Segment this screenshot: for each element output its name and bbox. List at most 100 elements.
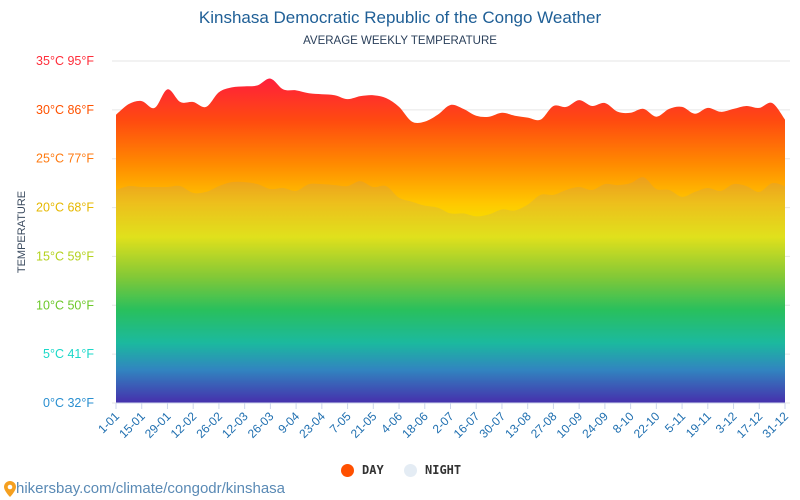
day-point	[719, 110, 722, 113]
day-point	[745, 104, 748, 107]
x-tick-label: 27-08	[528, 409, 560, 441]
day-point	[320, 93, 323, 96]
legend-item-day[interactable]: DAY	[341, 463, 384, 477]
night-point	[500, 208, 503, 211]
day-point	[398, 105, 401, 108]
y-tick-label: 20°C 68°F	[36, 201, 94, 215]
day-point	[192, 101, 195, 104]
x-tick-label: 31-12	[760, 409, 792, 441]
night-point	[346, 185, 349, 188]
night-point	[706, 187, 709, 190]
night-series-area	[116, 177, 785, 403]
day-legend-dot-icon	[341, 463, 354, 477]
x-tick-label: 15-01	[116, 409, 148, 441]
night-point	[513, 209, 516, 212]
day-point	[642, 107, 645, 110]
chart-title: Kinshasa Democratic Republic of the Cong…	[198, 8, 602, 27]
night-point	[462, 212, 465, 215]
day-point	[269, 77, 272, 80]
x-tick-label: 24-09	[579, 409, 611, 441]
x-tick-label: 22-10	[631, 409, 663, 441]
night-point	[552, 193, 555, 196]
day-point	[655, 115, 658, 118]
y-tick-label: 30°C 86°F	[36, 103, 94, 117]
day-point	[706, 106, 709, 109]
night-point	[526, 203, 529, 206]
y-tick-label: 15°C 59°F	[36, 249, 94, 263]
night-point	[307, 183, 310, 186]
night-point	[153, 186, 156, 189]
day-point	[693, 112, 696, 115]
source-link[interactable]: hikersbay.com/climate/congodr/kinshasa	[4, 480, 285, 497]
day-point	[449, 103, 452, 106]
day-point	[153, 106, 156, 109]
night-point	[205, 190, 208, 193]
night-point	[758, 190, 761, 193]
night-point	[166, 186, 169, 189]
night-point	[372, 186, 375, 189]
day-point	[526, 116, 529, 119]
day-point	[410, 120, 413, 123]
night-point	[642, 176, 645, 179]
day-point	[475, 114, 478, 117]
night-point	[192, 191, 195, 194]
night-point	[320, 183, 323, 186]
day-point	[784, 118, 787, 121]
night-point	[655, 188, 658, 191]
y-tick-label: 35°C 95°F	[36, 54, 94, 68]
x-tick-label: 12-03	[219, 409, 251, 441]
day-point	[603, 102, 606, 105]
night-point	[410, 200, 413, 203]
night-point	[398, 196, 401, 199]
day-point	[488, 115, 491, 118]
night-point	[449, 212, 452, 215]
x-tick-label: 10-09	[554, 409, 586, 441]
day-point	[629, 111, 632, 114]
night-point	[359, 180, 362, 183]
night-point	[681, 195, 684, 198]
y-tick-label: 25°C 77°F	[36, 152, 94, 166]
x-tick-label: 30-07	[476, 409, 508, 441]
day-point	[681, 105, 684, 108]
x-tick-label: 16-07	[451, 409, 483, 441]
day-point	[513, 114, 516, 117]
x-tick-label: 17-12	[734, 409, 766, 441]
night-point	[693, 190, 696, 193]
day-point	[359, 95, 362, 98]
day-point	[295, 89, 298, 92]
day-point	[436, 113, 439, 116]
day-point	[166, 88, 169, 91]
night-point	[629, 182, 632, 185]
day-point	[565, 105, 568, 108]
night-point	[256, 183, 259, 186]
day-point	[205, 105, 208, 108]
day-point	[758, 106, 761, 109]
x-tick-label: 26-02	[193, 409, 225, 441]
x-tick-label: 26-03	[245, 409, 277, 441]
night-point	[591, 188, 594, 191]
day-point	[539, 118, 542, 121]
night-point	[745, 185, 748, 188]
x-tick-label: 21-05	[348, 409, 380, 441]
night-point	[230, 181, 233, 184]
day-point	[307, 92, 310, 95]
source-url: hikersbay.com/climate/congodr/kinshasa	[16, 480, 286, 497]
night-point	[616, 184, 619, 187]
x-tick-label: 19-11	[683, 409, 714, 440]
night-point	[423, 204, 426, 207]
legend-item-night[interactable]: NIGHT	[404, 463, 461, 477]
night-point	[179, 185, 182, 188]
day-point	[771, 102, 774, 105]
day-point	[217, 91, 220, 94]
day-point	[552, 104, 555, 107]
day-point	[256, 84, 259, 87]
day-point	[243, 85, 246, 88]
day-point	[333, 94, 336, 97]
y-tick-label: 0°C 32°F	[43, 396, 94, 410]
x-tick-label: 23-04	[296, 409, 328, 441]
night-point	[771, 182, 774, 185]
day-point	[282, 88, 285, 91]
night-point	[127, 185, 130, 188]
legend-label-day: DAY	[362, 463, 384, 477]
chart-subtitle: AVERAGE WEEKLY TEMPERATURE	[303, 35, 497, 47]
